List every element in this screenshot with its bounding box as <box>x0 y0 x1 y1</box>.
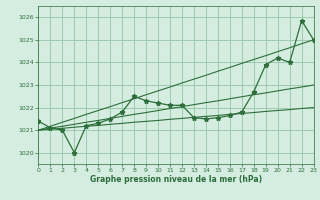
X-axis label: Graphe pression niveau de la mer (hPa): Graphe pression niveau de la mer (hPa) <box>90 175 262 184</box>
